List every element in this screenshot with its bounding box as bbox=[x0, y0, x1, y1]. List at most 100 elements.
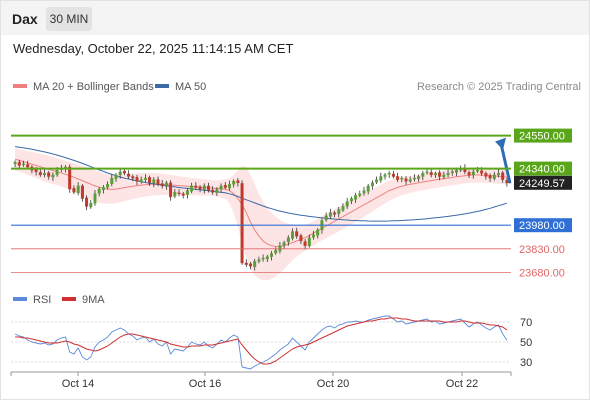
candle-body bbox=[13, 162, 17, 165]
candle-body bbox=[211, 189, 215, 193]
candle-body bbox=[257, 259, 261, 262]
candle-body bbox=[400, 177, 404, 180]
candle-body bbox=[442, 174, 446, 178]
candle-body bbox=[497, 173, 501, 176]
candle-body bbox=[127, 173, 131, 177]
price-levels: 24550.00 24340.00 24249.57 23980.00 23830.00… bbox=[11, 128, 572, 279]
candle-body bbox=[261, 258, 265, 260]
rsi-tick-label: 70 bbox=[520, 317, 532, 329]
chart-header: Dax 30 MIN bbox=[1, 1, 589, 35]
candle-body bbox=[362, 190, 366, 194]
candle-body bbox=[34, 169, 38, 173]
candle-body bbox=[274, 250, 278, 254]
candle-body bbox=[51, 174, 55, 178]
candle-body bbox=[177, 192, 181, 195]
x-tick-label: Oct 22 bbox=[446, 378, 478, 390]
candle-body bbox=[370, 182, 374, 187]
candle-body bbox=[375, 179, 379, 183]
timeframe-button[interactable]: 30 MIN bbox=[46, 7, 92, 31]
candle-body bbox=[17, 162, 21, 166]
candle-body bbox=[135, 177, 139, 182]
candle-body bbox=[299, 235, 303, 242]
candle-body bbox=[505, 180, 509, 184]
candle-body bbox=[488, 175, 492, 179]
candle-body bbox=[433, 173, 437, 176]
candle-body bbox=[85, 197, 89, 207]
candle-body bbox=[408, 179, 412, 182]
candle-body bbox=[164, 182, 168, 187]
level-label-1: 24340.00 bbox=[519, 164, 565, 176]
candle-body bbox=[383, 174, 387, 177]
candle-body bbox=[139, 179, 143, 183]
candle-body bbox=[118, 171, 122, 176]
rsi-line bbox=[14, 315, 508, 370]
candle-body bbox=[68, 166, 72, 190]
candle-body bbox=[286, 237, 290, 243]
candle-body bbox=[198, 186, 202, 190]
symbol-title: Dax bbox=[12, 11, 38, 27]
candle-body bbox=[72, 188, 76, 193]
candle-body bbox=[467, 172, 471, 176]
candle-body bbox=[227, 184, 231, 189]
candle-body bbox=[417, 176, 421, 179]
rsi-ma-line bbox=[15, 317, 508, 365]
candle-body bbox=[122, 170, 126, 174]
candle-body bbox=[404, 178, 408, 182]
candle-body bbox=[55, 169, 59, 176]
level-label-4: 23830.00 bbox=[519, 244, 565, 256]
candle-body bbox=[282, 242, 286, 246]
candle-body bbox=[429, 172, 433, 176]
rsi-tick-label: 30 bbox=[520, 357, 532, 369]
candle-body bbox=[101, 187, 105, 190]
candle-body bbox=[173, 191, 177, 197]
candle-body bbox=[43, 173, 47, 176]
candle-body bbox=[38, 172, 42, 176]
candle-body bbox=[114, 174, 118, 179]
candle-body bbox=[291, 231, 295, 239]
candle-body bbox=[476, 169, 480, 172]
candle-body bbox=[349, 198, 353, 202]
candle-body bbox=[324, 215, 328, 221]
candle-body bbox=[358, 193, 362, 196]
candle-body bbox=[169, 182, 173, 198]
legend-bollinger-label: MA 20 + Bollinger Bands bbox=[33, 81, 154, 93]
candle-body bbox=[240, 183, 244, 264]
candle-body bbox=[206, 185, 210, 191]
candle-body bbox=[316, 229, 320, 236]
level-label-5: 23680.00 bbox=[519, 267, 565, 279]
level-label-0: 24550.00 bbox=[519, 131, 565, 143]
candle-body bbox=[366, 185, 370, 192]
candle-body bbox=[131, 176, 135, 179]
candle-body bbox=[307, 237, 311, 246]
candle-body bbox=[156, 179, 160, 185]
x-tick-label: Oct 14 bbox=[62, 378, 94, 390]
candle-body bbox=[270, 253, 274, 257]
candle-body bbox=[312, 234, 316, 238]
candle-body bbox=[446, 173, 450, 176]
level-label-bg-1 bbox=[514, 161, 572, 176]
candle-body bbox=[341, 206, 345, 211]
legend-rsi-swatch bbox=[13, 297, 27, 301]
candle-body bbox=[106, 184, 110, 188]
candle-body bbox=[190, 185, 194, 192]
candle-body bbox=[471, 171, 475, 176]
candle-body bbox=[160, 183, 164, 187]
candle-body bbox=[143, 177, 147, 180]
candle-body bbox=[76, 185, 80, 193]
candle-body bbox=[202, 185, 206, 190]
candle-body bbox=[278, 245, 282, 252]
candle-body bbox=[391, 173, 395, 177]
candle-body bbox=[148, 177, 152, 183]
candle-body bbox=[387, 173, 391, 175]
candle-body bbox=[223, 185, 227, 188]
candle-body bbox=[333, 212, 337, 215]
candle-body bbox=[97, 188, 101, 194]
chart-datetime: Wednesday, October 22, 2025 11:14:15 AM … bbox=[13, 41, 294, 56]
candle-body bbox=[253, 261, 257, 267]
candle-body bbox=[379, 176, 383, 181]
candle-body bbox=[455, 169, 459, 173]
candle-body bbox=[412, 177, 416, 180]
candle-body bbox=[215, 188, 219, 194]
candle-body bbox=[425, 171, 429, 174]
